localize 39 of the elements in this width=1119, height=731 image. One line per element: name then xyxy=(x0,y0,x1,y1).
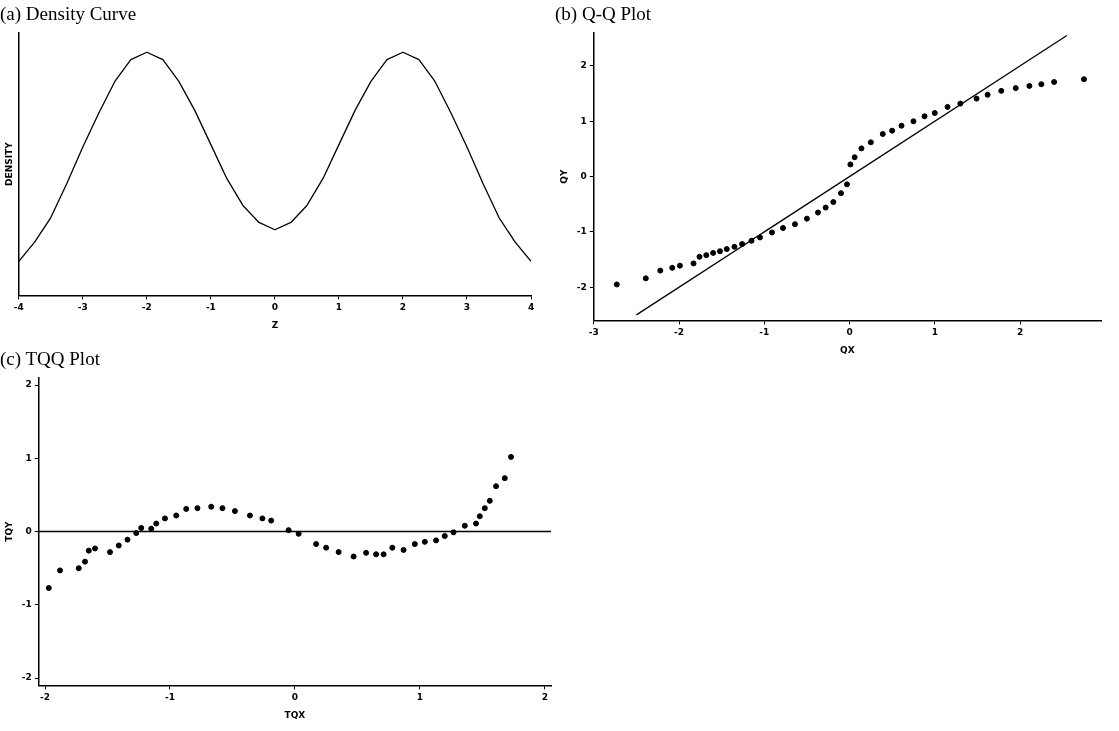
x-tick-label: -1 xyxy=(205,302,216,313)
chart-title: (a) Density Curve xyxy=(0,3,137,26)
x-axis-title: QX xyxy=(840,344,855,355)
y-tick-label: 0 xyxy=(25,525,32,536)
x-tick-label: 2 xyxy=(541,692,548,703)
y-axis-title: TQY xyxy=(3,520,14,542)
y-tick-label: -1 xyxy=(21,599,32,610)
x-tick-label: -1 xyxy=(759,327,770,338)
y-axis-title: DENSITY xyxy=(3,141,14,186)
x-tick-label: 2 xyxy=(1016,327,1024,338)
x-axis-title: TQX xyxy=(284,709,306,720)
x-tick-label: 0 xyxy=(846,327,853,338)
chart-title: (c) TQQ Plot xyxy=(0,348,101,371)
x-tick-label: 2 xyxy=(399,302,407,313)
y-tick-label: 1 xyxy=(25,452,32,463)
x-tick-label: 0 xyxy=(291,692,299,703)
y-tick-label: -2 xyxy=(21,672,32,683)
y-axis-title: QY xyxy=(558,169,569,184)
x-tick-label: -4 xyxy=(13,302,24,313)
x-tick-label: -2 xyxy=(674,327,685,338)
x-tick-label: 4 xyxy=(527,302,535,313)
y-tick-label: 0 xyxy=(580,170,587,181)
y-tick-label: -2 xyxy=(576,281,587,292)
x-tick-label: 1 xyxy=(416,692,423,703)
x-tick-label: 3 xyxy=(463,302,471,313)
x-tick-label: 1 xyxy=(335,302,343,313)
x-tick-label: -2 xyxy=(141,302,152,313)
x-tick-label: -2 xyxy=(40,692,51,703)
y-tick-label: -1 xyxy=(576,226,587,237)
x-tick-label: -3 xyxy=(77,302,88,313)
x-tick-label: 0 xyxy=(271,302,279,313)
y-tick-label: 1 xyxy=(580,115,587,126)
x-tick-label: -3 xyxy=(588,327,599,338)
x-axis-title: Z xyxy=(271,319,279,330)
y-tick-label: 2 xyxy=(580,60,587,71)
chart-title: (b) Q-Q Plot xyxy=(555,3,652,26)
x-tick-label: -1 xyxy=(164,692,175,703)
y-tick-label: 2 xyxy=(25,379,32,390)
x-tick-label: 1 xyxy=(931,327,938,338)
